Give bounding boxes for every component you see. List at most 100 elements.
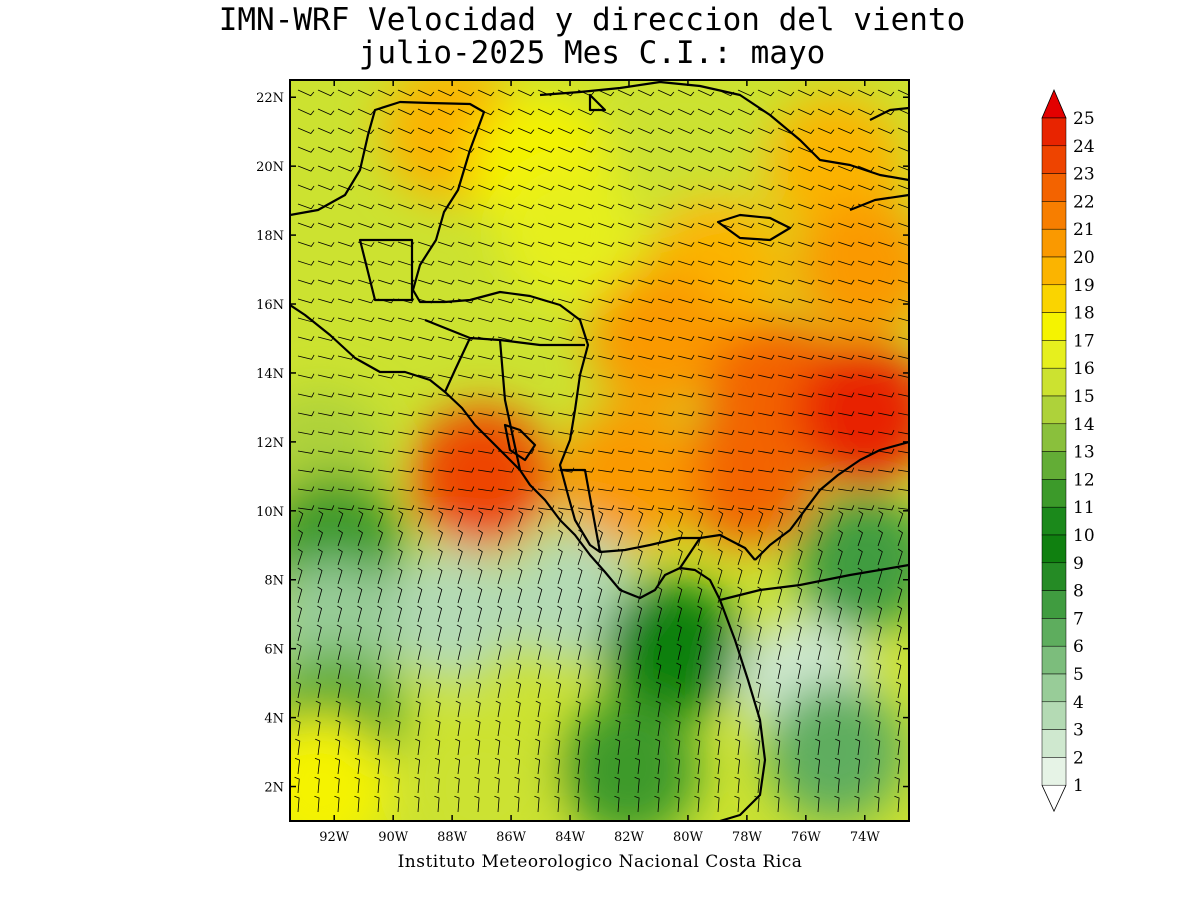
wind-barb	[437, 184, 455, 191]
wind-barb	[857, 241, 875, 247]
colorbar-label: 1	[1073, 776, 1084, 796]
wind-barb	[597, 89, 615, 97]
wind-barb	[477, 298, 495, 304]
wind-barb	[817, 354, 835, 360]
wind-barb	[376, 624, 382, 642]
wind-barb	[614, 795, 620, 813]
wind-barb	[617, 279, 635, 285]
wind-barb	[897, 431, 909, 435]
wind-barb	[374, 757, 381, 775]
wind-barb	[637, 505, 655, 511]
wind-barb	[597, 510, 604, 528]
wind-barb	[737, 146, 755, 153]
wind-barb	[334, 757, 341, 775]
wind-barb	[697, 317, 715, 323]
wind-barb	[837, 448, 855, 454]
wind-barb	[497, 548, 503, 566]
wind-barb	[717, 567, 723, 585]
wind-barb	[656, 624, 662, 642]
wind-barb	[657, 317, 675, 323]
wind-barb	[377, 203, 395, 210]
wind-barb	[777, 429, 795, 436]
colorbar-swatch	[1041, 367, 1067, 397]
wind-barb	[515, 700, 521, 718]
wind-barb	[596, 624, 602, 642]
wind-barb	[597, 222, 615, 229]
wind-barb	[797, 605, 803, 623]
wind-barb	[737, 567, 743, 585]
wind-barb	[357, 467, 375, 473]
wind-barb	[717, 279, 735, 285]
wind-barb	[617, 505, 635, 511]
wind-barb	[477, 146, 495, 153]
wind-barb	[737, 373, 755, 379]
wind-barb	[477, 586, 483, 604]
wind-barb	[837, 505, 855, 511]
wind-barb	[895, 719, 901, 737]
wind-barb	[577, 510, 584, 528]
wind-barb	[837, 108, 855, 116]
wind-barb	[837, 89, 855, 97]
wind-barb	[634, 757, 641, 775]
wind-barb	[797, 260, 815, 266]
wind-barb	[597, 354, 615, 360]
wind-barb	[737, 89, 755, 97]
wind-barb	[315, 719, 321, 737]
wind-barb	[857, 354, 875, 360]
wind-barb	[297, 298, 315, 304]
wind-barb	[377, 241, 395, 247]
wind-barb	[357, 165, 375, 172]
wind-speed-field	[290, 80, 909, 821]
wind-barb	[817, 567, 823, 585]
wind-barb	[776, 662, 782, 680]
wind-barb	[357, 317, 375, 323]
wind-barb	[817, 392, 835, 398]
wind-barb	[795, 700, 801, 718]
wind-barb	[454, 757, 461, 775]
wind-barb	[717, 392, 735, 398]
wind-barb	[636, 643, 642, 661]
wind-barb	[737, 505, 755, 511]
wind-barb	[897, 203, 909, 209]
wind-barb	[315, 738, 321, 756]
wind-barb	[817, 505, 835, 511]
wind-barb	[837, 354, 855, 360]
wind-barb	[495, 681, 502, 699]
wind-barb	[857, 89, 875, 97]
wind-barb	[357, 260, 375, 266]
wind-barb	[817, 448, 835, 454]
wind-barb	[317, 467, 335, 473]
wind-barb	[357, 505, 375, 511]
wind-barb	[817, 467, 835, 473]
wind-barb	[777, 298, 795, 304]
wind-barb	[837, 392, 855, 398]
wind-barb	[494, 757, 501, 775]
wind-barb	[837, 184, 855, 191]
wind-barb	[317, 89, 335, 97]
wind-barb	[337, 467, 355, 473]
wind-barb	[477, 127, 495, 134]
wind-barb	[897, 469, 909, 473]
wind-barb	[777, 89, 795, 97]
wind-barb	[377, 529, 383, 547]
wind-barb	[317, 222, 335, 229]
wind-barb	[635, 738, 641, 756]
wind-barb	[857, 108, 875, 116]
wind-barb	[637, 184, 655, 191]
wind-barb	[757, 467, 775, 473]
wind-barb	[697, 260, 715, 266]
wind-barb	[317, 392, 335, 398]
wind-barb	[697, 89, 715, 97]
wind-barb	[335, 681, 342, 699]
wind-barb	[314, 776, 320, 794]
wind-barb	[517, 586, 523, 604]
wind-barb	[797, 505, 815, 511]
lon-tick-label: 90W	[378, 830, 409, 845]
wind-barb	[697, 108, 715, 116]
wind-barb	[295, 719, 301, 737]
wind-barb	[297, 89, 315, 97]
wind-barb	[897, 412, 909, 416]
wind-barb	[697, 411, 715, 417]
wind-barb	[416, 624, 422, 642]
wind-barb	[875, 738, 881, 756]
